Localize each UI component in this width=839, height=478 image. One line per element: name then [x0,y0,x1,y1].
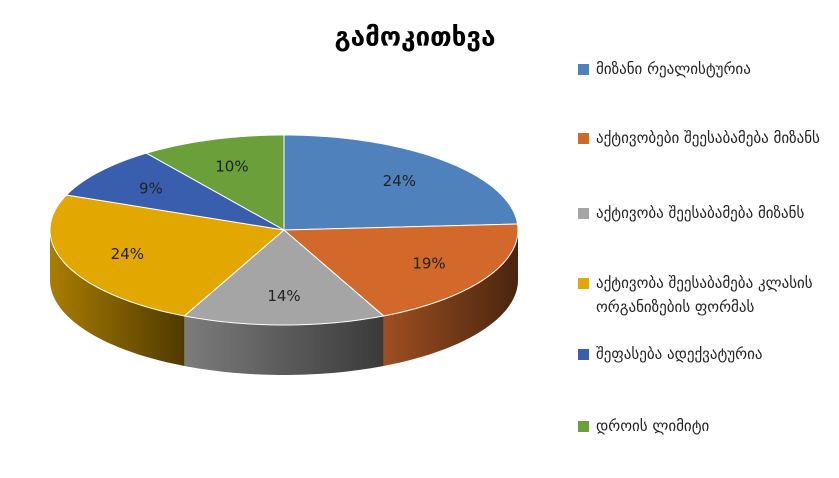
pie-slice [145,134,285,231]
pie-slice-side [50,230,185,366]
legend-item: აქტივობები შეესაბამება მიზანს [578,126,839,150]
legend-item: შეფასება ადექვატურია [578,342,839,366]
legend-swatch [578,64,589,75]
legend-swatch [578,421,589,432]
pie-slice [65,152,285,231]
legend-item: აქტივობა შეესაბამება მიზანს [578,201,839,225]
pie-slice-side [184,315,384,375]
data-label: 14% [267,287,300,305]
legend-label: აქტივობა შეესაბამება მიზანს [596,204,805,222]
data-label: 9% [139,180,163,198]
data-label: 24% [111,245,144,263]
legend-item: მიზანი რეალისტურია [578,57,839,81]
legend-item: აქტივობა შეესაბამება კლასის ორგანიზების … [578,271,839,319]
legend-label: მიზანი რეალისტურია [596,60,751,78]
pie-slice [282,223,519,317]
data-label: 19% [412,254,445,272]
legend-item: დროის ლიმიტი [578,414,839,438]
data-label: 24% [383,172,416,190]
pie-slice-side [383,230,518,366]
legend-label: აქტივობები შეესაბამება მიზანს [596,129,820,147]
legend-label: აქტივობა შეესაბამება კლასის ორგანიზების … [596,274,813,316]
legend-swatch [578,208,589,219]
legend-swatch [578,278,589,289]
pie-slice [49,194,286,317]
legend-swatch [578,133,589,144]
legend-label: შეფასება ადექვატურია [596,345,763,363]
legend-swatch [578,349,589,360]
pie-slice [183,229,385,326]
legend-label: დროის ლიმიტი [596,417,710,435]
pie-slice [283,134,519,231]
chart-title: გამოკითხვა [335,23,496,53]
data-label: 10% [215,157,248,175]
